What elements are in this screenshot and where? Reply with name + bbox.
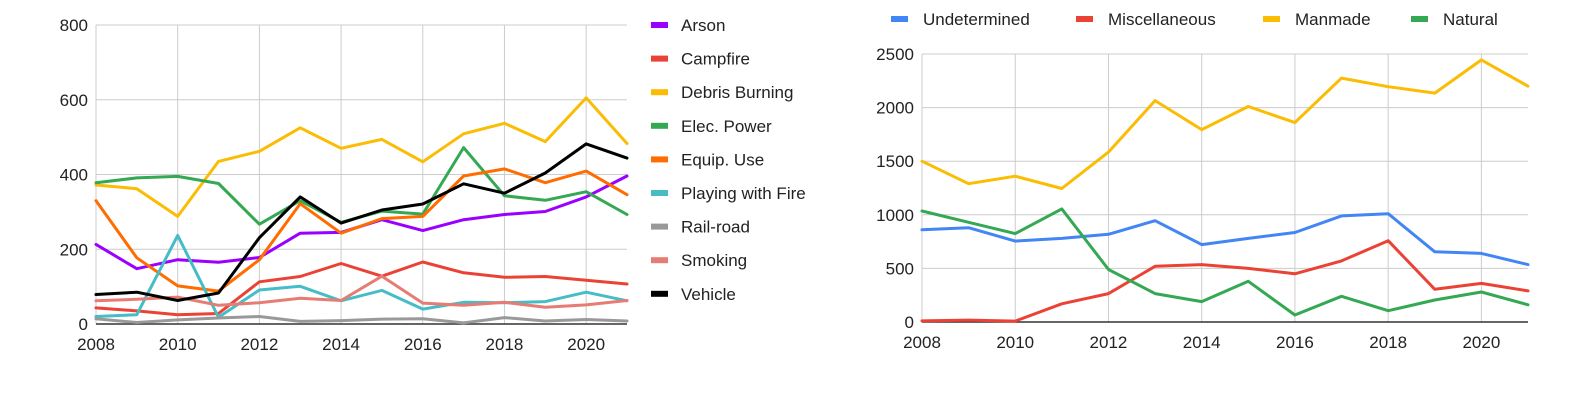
legend-item: Smoking — [651, 251, 747, 270]
y-tick-label: 800 — [60, 16, 88, 35]
legend-item: Undetermined — [891, 10, 1030, 29]
legend-label: Undetermined — [923, 10, 1030, 29]
legend-item: Equip. Use — [651, 150, 764, 169]
y-tick-label: 2000 — [876, 99, 914, 118]
legend-item: Elec. Power — [651, 117, 772, 136]
legend-label: Debris Burning — [681, 83, 793, 102]
series-line-playing-with-fire — [94, 233, 629, 319]
y-tick-label: 0 — [79, 315, 88, 334]
series-line-rail-road — [94, 315, 629, 325]
series-line-manmade — [920, 58, 1530, 190]
left-line-chart: 0 200 400 600 800 2008 2010 2012 2014 2016 2018 202… — [60, 16, 629, 354]
legend-label: Vehicle — [681, 285, 736, 304]
legend-label: Playing with Fire — [681, 184, 806, 203]
x-tick-label: 2010 — [996, 333, 1034, 352]
right-line-chart: 0 500 1000 1500 2000 2500 2008 2010 2012 2014 2016… — [876, 45, 1530, 352]
x-tick-label: 2016 — [1276, 333, 1314, 352]
x-tick-label: 2012 — [240, 335, 278, 354]
legend-swatch — [651, 257, 668, 264]
y-tick-label: 600 — [60, 91, 88, 110]
series-line-equip-use — [94, 167, 629, 293]
series-line-undetermined — [920, 212, 1530, 267]
x-tick-label: 2020 — [1462, 333, 1500, 352]
x-tick-label: 2008 — [77, 335, 115, 354]
legend-swatch — [651, 55, 668, 62]
legend-swatch — [651, 156, 668, 163]
legend-label: Natural — [1443, 10, 1498, 29]
legend-swatch — [651, 22, 668, 28]
x-tick-label: 2008 — [903, 333, 941, 352]
x-tick-label: 2018 — [1369, 333, 1407, 352]
legend-swatch — [1076, 16, 1093, 22]
legend-swatch — [651, 190, 668, 196]
legend-label: Elec. Power — [681, 117, 772, 136]
legend-label: Rail-road — [681, 218, 750, 237]
legend-item: Natural — [1411, 10, 1498, 29]
legend-swatch — [1263, 16, 1280, 22]
legend-item: Manmade — [1263, 10, 1371, 29]
series-line-debris-burning — [94, 96, 629, 218]
series-line-natural — [920, 207, 1530, 317]
legend-swatch — [651, 122, 668, 129]
x-tick-label: 2010 — [159, 335, 197, 354]
y-tick-label: 400 — [60, 166, 88, 185]
legend-item: Debris Burning — [651, 83, 793, 102]
legend-item: Campfire — [651, 50, 750, 69]
x-tick-label: 2018 — [486, 335, 524, 354]
x-tick-label: 2014 — [322, 335, 360, 354]
legend-swatch — [651, 223, 668, 230]
legend-label: Miscellaneous — [1108, 10, 1216, 29]
legend-item: Playing with Fire — [651, 184, 806, 203]
x-tick-label: 2016 — [404, 335, 442, 354]
x-tick-label: 2012 — [1090, 333, 1128, 352]
legend-swatch — [651, 89, 668, 96]
legend-item: Miscellaneous — [1076, 10, 1216, 29]
y-tick-label: 1500 — [876, 152, 914, 171]
legend-label: Arson — [681, 16, 725, 35]
legend-label: Smoking — [681, 251, 747, 270]
y-tick-label: 1000 — [876, 206, 914, 225]
legend-swatch — [651, 290, 668, 297]
x-tick-label: 2014 — [1183, 333, 1221, 352]
y-tick-label: 0 — [905, 313, 914, 332]
legend-label: Equip. Use — [681, 150, 764, 169]
legend-item: Vehicle — [651, 285, 736, 304]
right-chart-legend: Undetermined Miscellaneous Manmade Natural — [891, 10, 1498, 29]
series-line-campfire — [94, 260, 629, 317]
legend-label: Campfire — [681, 50, 750, 69]
legend-item: Arson — [651, 16, 725, 35]
y-tick-label: 500 — [886, 259, 914, 278]
legend-label: Manmade — [1295, 10, 1371, 29]
legend-swatch — [1411, 16, 1428, 22]
series-line-vehicle — [94, 142, 629, 302]
series-line-elec-power — [94, 146, 629, 226]
series-line-arson — [94, 174, 629, 271]
series-line-miscellaneous — [920, 239, 1530, 323]
left-chart-legend: Arson Campfire Debris Burning Elec. Power Eq… — [651, 16, 806, 304]
x-tick-label: 2020 — [567, 335, 605, 354]
y-tick-label: 2500 — [876, 45, 914, 64]
legend-item: Rail-road — [651, 218, 750, 237]
y-tick-label: 200 — [60, 240, 88, 259]
legend-swatch — [891, 16, 908, 22]
